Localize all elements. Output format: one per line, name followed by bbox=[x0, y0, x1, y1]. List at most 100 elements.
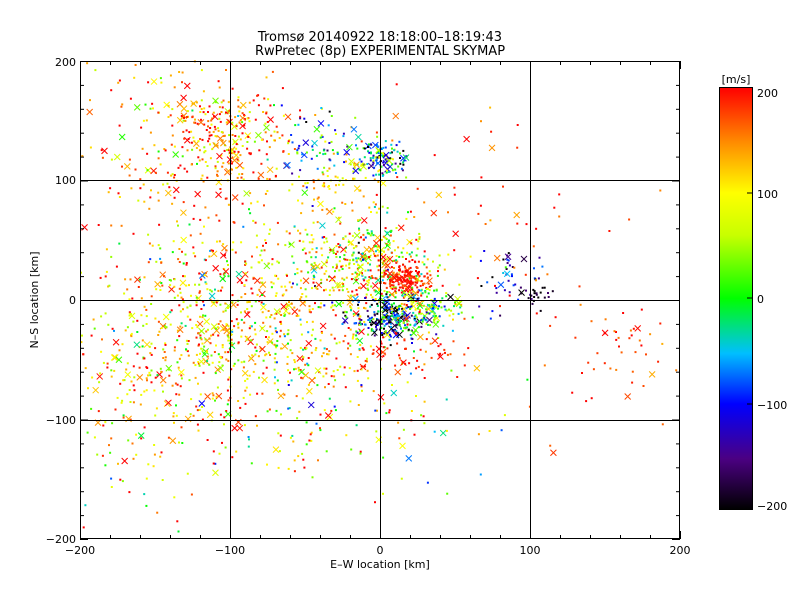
data-point bbox=[341, 264, 344, 267]
data-point bbox=[397, 283, 400, 286]
data-point bbox=[375, 173, 378, 176]
data-point bbox=[352, 247, 355, 250]
data-point bbox=[207, 328, 209, 331]
data-point bbox=[299, 318, 302, 321]
data-point bbox=[178, 393, 181, 396]
data-point bbox=[199, 315, 201, 318]
y-tick-label: 200 bbox=[55, 56, 76, 69]
data-point bbox=[271, 258, 274, 261]
data-point-cross bbox=[328, 246, 336, 254]
data-point bbox=[230, 368, 233, 371]
data-point bbox=[258, 288, 261, 291]
data-point bbox=[214, 167, 217, 170]
data-point bbox=[150, 342, 153, 345]
data-point bbox=[143, 390, 146, 393]
data-point bbox=[345, 246, 347, 249]
data-point bbox=[356, 379, 359, 382]
data-point bbox=[209, 249, 212, 252]
data-point bbox=[416, 247, 419, 250]
data-point bbox=[274, 361, 277, 364]
data-point bbox=[220, 131, 223, 133]
data-point bbox=[437, 270, 439, 273]
data-point-cross bbox=[299, 299, 307, 307]
data-point-cross bbox=[194, 190, 202, 198]
data-point bbox=[287, 142, 290, 145]
data-point bbox=[380, 275, 383, 278]
data-point bbox=[198, 409, 201, 411]
data-point bbox=[384, 300, 387, 303]
data-point bbox=[304, 228, 307, 231]
data-point bbox=[339, 222, 342, 225]
colorbar-tick-label: −200 bbox=[757, 500, 787, 513]
data-point bbox=[608, 230, 611, 232]
data-point bbox=[196, 326, 199, 329]
data-point bbox=[121, 103, 124, 106]
x-tick-label: −100 bbox=[215, 544, 245, 557]
data-point bbox=[389, 344, 392, 347]
data-point bbox=[140, 437, 143, 440]
data-point bbox=[445, 309, 448, 312]
data-point bbox=[141, 147, 144, 150]
data-point bbox=[129, 278, 132, 281]
data-point bbox=[383, 402, 386, 405]
data-point bbox=[173, 496, 176, 499]
data-point bbox=[401, 360, 404, 363]
data-point bbox=[230, 162, 233, 165]
data-point-cross bbox=[392, 112, 400, 120]
data-point bbox=[407, 274, 410, 277]
data-point-cross bbox=[360, 282, 367, 290]
data-point bbox=[367, 281, 370, 284]
data-point bbox=[212, 249, 214, 252]
data-point bbox=[247, 301, 250, 303]
data-point bbox=[350, 243, 353, 246]
data-point bbox=[328, 185, 330, 187]
data-point bbox=[263, 97, 266, 100]
data-point-cross bbox=[217, 364, 225, 372]
data-point bbox=[236, 303, 239, 306]
data-point bbox=[387, 316, 390, 319]
data-point bbox=[150, 295, 153, 298]
data-point bbox=[420, 319, 423, 322]
data-point bbox=[380, 298, 383, 301]
data-point bbox=[237, 115, 240, 117]
data-point bbox=[585, 400, 588, 403]
data-point bbox=[395, 259, 398, 262]
data-point bbox=[411, 259, 414, 261]
data-point bbox=[403, 317, 406, 320]
data-point bbox=[388, 321, 390, 324]
data-point bbox=[184, 253, 187, 256]
data-point bbox=[257, 177, 260, 180]
data-point bbox=[235, 147, 238, 150]
data-point bbox=[121, 343, 124, 346]
data-point bbox=[389, 335, 392, 338]
data-point bbox=[311, 145, 314, 148]
data-point-cross bbox=[648, 370, 656, 378]
data-point-cross bbox=[417, 333, 424, 341]
data-point bbox=[361, 389, 363, 392]
data-point bbox=[460, 311, 463, 314]
data-point bbox=[393, 267, 395, 269]
data-point bbox=[223, 416, 226, 419]
data-point-cross bbox=[343, 148, 351, 156]
data-point bbox=[613, 330, 616, 333]
data-point bbox=[151, 102, 154, 105]
data-point bbox=[503, 289, 506, 292]
data-point bbox=[246, 301, 249, 304]
data-point bbox=[382, 152, 385, 155]
data-point bbox=[437, 345, 440, 348]
data-point bbox=[362, 147, 365, 150]
data-point bbox=[297, 229, 299, 232]
data-point bbox=[419, 348, 422, 351]
data-point bbox=[328, 294, 331, 296]
data-point bbox=[298, 239, 301, 242]
data-point bbox=[353, 163, 355, 166]
data-point bbox=[420, 325, 423, 328]
data-point bbox=[372, 234, 375, 237]
data-point bbox=[315, 247, 318, 250]
data-point-cross bbox=[231, 424, 239, 432]
data-point bbox=[275, 292, 278, 295]
data-point bbox=[661, 423, 664, 426]
data-point bbox=[240, 282, 243, 284]
data-point bbox=[171, 202, 174, 205]
data-point bbox=[316, 197, 319, 200]
